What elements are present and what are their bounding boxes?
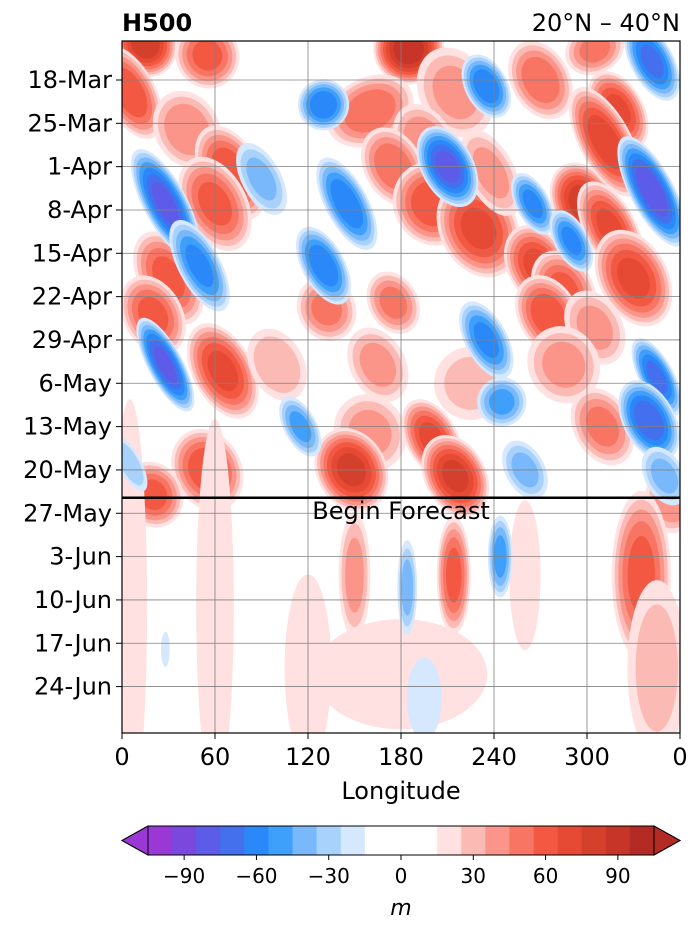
colorbar-segment	[172, 826, 197, 855]
y-tick-label: 13-May	[23, 413, 112, 441]
forecast-label: Begin Forecast	[312, 497, 490, 525]
anomaly-blob	[594, 229, 673, 327]
colorbar-segment	[364, 826, 438, 855]
anomaly-blob	[527, 326, 601, 404]
x-tick-label: 0	[114, 743, 129, 771]
anomaly-blob	[186, 323, 259, 419]
colorbar-tick-label: −30	[308, 864, 350, 888]
x-tick-label: 60	[200, 743, 231, 771]
colorbar-segment	[605, 826, 631, 855]
anomaly-blob	[316, 157, 378, 251]
y-tick-label: 8-Apr	[47, 196, 112, 224]
y-tick-label: 25-Mar	[28, 109, 113, 137]
anomaly-blob	[416, 126, 479, 208]
colorbar-segment	[292, 826, 318, 855]
colorbar-tick-label: −60	[235, 864, 277, 888]
anomaly-blob	[631, 338, 680, 416]
anomaly-blob	[296, 226, 351, 305]
x-tick-label: 300	[564, 743, 610, 771]
anomaly-blob	[136, 317, 195, 412]
y-tick-label: 3-Jun	[49, 543, 112, 571]
anomaly-blob	[161, 631, 170, 668]
y-tick-label: 24-Jun	[34, 673, 112, 701]
y-tick-label: 17-Jun	[34, 629, 112, 657]
anomaly-blob	[407, 657, 442, 733]
colorbar-tick-label: 0	[395, 864, 408, 888]
anomaly-blob	[627, 580, 680, 733]
colorbar-extend-max	[653, 825, 682, 856]
anomaly-blob	[461, 54, 511, 118]
plot-area	[122, 41, 680, 733]
y-tick-label: 29-Apr	[32, 326, 112, 354]
y-axis: 18-Mar 25-Mar 1-Apr 8-Apr 15-Apr 22-Apr 29-Apr…	[23, 66, 122, 701]
y-tick-label: 10-Jun	[34, 586, 112, 614]
y-tick-label: 20-May	[23, 456, 112, 484]
colorbar-segment	[485, 826, 510, 855]
anomaly-blob	[122, 45, 163, 140]
colorbar-tick-label: 30	[461, 864, 486, 888]
anomaly-blob	[326, 74, 414, 148]
colorbar-segment	[316, 826, 342, 855]
colorbar-segment	[220, 826, 245, 855]
anomaly-blob	[641, 446, 680, 506]
colorbar-segment	[533, 826, 559, 855]
anomaly-blob	[511, 173, 555, 235]
colorbar: −90 −60 −30 0 30 60 90	[120, 825, 682, 888]
anomaly-blob	[421, 435, 490, 518]
colorbar-outline	[120, 825, 682, 856]
x-tick-label: 120	[285, 743, 331, 771]
colorbar-segment	[196, 826, 221, 855]
colorbar-tick-label: −90	[163, 864, 205, 888]
colorbar-segment	[268, 826, 294, 855]
y-tick-label: 1-Apr	[47, 153, 112, 181]
colorbar-tick-label: 90	[605, 864, 630, 888]
anomaly-blob	[347, 327, 409, 402]
anomaly-blob	[477, 377, 527, 427]
y-tick-label: 27-May	[23, 499, 112, 527]
colorbar-segment	[461, 826, 486, 855]
anomaly-blob	[397, 540, 418, 635]
y-tick-label: 15-Apr	[32, 239, 112, 267]
colorbar-segment	[437, 826, 462, 855]
x-tick-label: 240	[471, 743, 517, 771]
anomaly-blob	[366, 271, 420, 334]
anomaly-blob	[509, 500, 541, 651]
anomaly-blob	[618, 380, 680, 461]
anomaly-blob	[236, 143, 287, 215]
colorbar-label: m	[390, 896, 411, 921]
y-tick-label: 6-May	[38, 369, 112, 397]
colorbar-segment	[509, 826, 535, 855]
x-tick-label: 0	[672, 743, 687, 771]
anomaly-blob	[436, 516, 471, 635]
anomaly-blob	[122, 436, 148, 492]
colorbar-extend-min	[120, 825, 149, 856]
colorbar-segment	[581, 826, 607, 855]
grid-lines	[122, 41, 680, 733]
colorbar-segment	[557, 826, 583, 855]
anomaly-blob	[617, 136, 680, 247]
x-axis: 0 60 120 180 240 300 0	[114, 733, 688, 771]
colorbar-segment	[148, 826, 173, 855]
anomaly-blob	[297, 79, 350, 131]
y-tick-label: 18-Mar	[28, 66, 113, 94]
anomaly-blob	[460, 129, 522, 217]
colorbar-segment	[340, 826, 366, 855]
anomaly-blob	[169, 219, 230, 312]
colorbar-segment	[629, 826, 655, 855]
anomaly-blob	[247, 328, 307, 401]
anomaly-blob	[338, 512, 371, 639]
anomaly-blob	[565, 41, 625, 76]
colorbar-segment	[244, 826, 269, 855]
x-tick-label: 180	[378, 743, 424, 771]
anomaly-blob	[624, 41, 680, 101]
chart-title-right: 20°N – 40°N	[532, 9, 680, 37]
chart-title-left: H500	[122, 9, 192, 37]
x-axis-label: Longitude	[341, 777, 460, 805]
colorbar-tick-label: 60	[533, 864, 558, 888]
y-tick-label: 22-Apr	[32, 283, 112, 311]
